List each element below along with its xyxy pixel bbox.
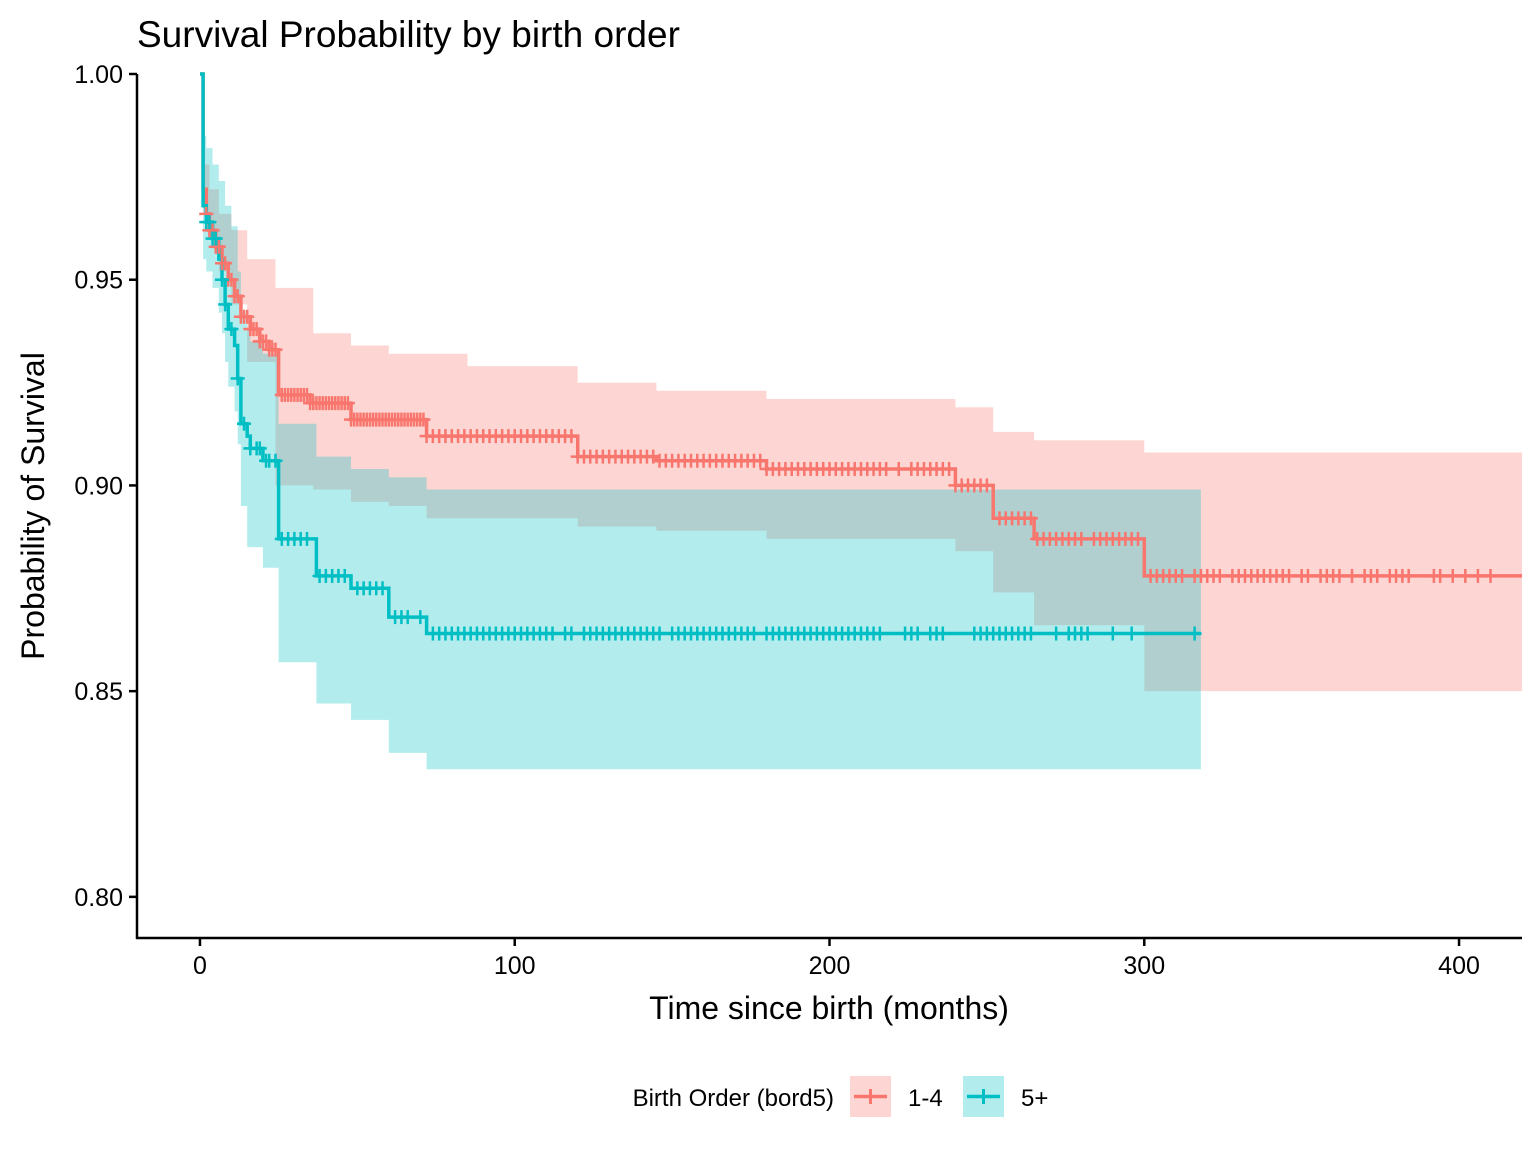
series-1-censor-mark [218,256,233,271]
series-1-censor-mark [1130,531,1145,546]
series-1-censor-mark [1483,568,1498,583]
series-2-censor-mark [224,322,239,337]
legend-label-1: 1-4 [908,1085,943,1112]
series-2-censor-mark [545,626,560,641]
series-2-censor-mark [1049,626,1064,641]
series-1-censor-mark [1433,568,1448,583]
series-2-censor-mark [1023,626,1038,641]
series-1-censor-mark [1445,568,1460,583]
x-axis-ticks: 0 100 200 300 400 [193,938,1480,980]
series-2-censor-mark [935,626,950,641]
series-2-confidence-band [200,74,1201,770]
series-1-censor-mark [1212,568,1227,583]
series-1-censor-mark [211,239,226,254]
series-1-censor-mark [1300,568,1315,583]
series-1-censor-mark [268,342,283,357]
series-2-censor-mark [252,441,267,456]
series-2-censor-mark [1124,626,1139,641]
series-2-censor-mark [208,231,223,246]
series-1-censor-mark [249,322,264,337]
series-1-censor-mark [299,387,314,402]
x-tick-label: 400 [1438,952,1480,980]
series-2-censor-mark [375,581,390,596]
y-tick-label: 0.80 [74,884,123,912]
series-1-censor-mark [979,478,994,493]
legend-key-1 [850,1076,891,1117]
y-axis-title: Probability of Survival [15,352,51,660]
series-2-censor-mark [413,610,428,625]
series-1-censor-mark [753,453,768,468]
series-2-censor-mark [299,531,314,546]
series-1-censor-mark [1074,531,1089,546]
series-1-censor-mark [1282,568,1297,583]
series-1-censor-mark [942,461,957,476]
series-1-censor-mark [879,461,894,476]
legend-key-2 [963,1076,1004,1117]
y-axis-ticks: 0.80 0.85 0.90 0.95 1.00 [74,61,137,912]
series-2-censor-mark [218,297,233,312]
series-2-censor-mark [1080,626,1095,641]
series-2-censor-mark [268,453,283,468]
series-1-censor-mark [1370,568,1385,583]
series-1-censor-mark [564,429,579,444]
legend-title: Birth Order (bord5) [633,1085,834,1112]
confidence-bands [200,74,1522,770]
series-1-censor-mark [416,412,431,427]
y-tick-label: 0.90 [74,472,123,500]
series-2-censor-mark [400,610,415,625]
series-1-censor-mark [1023,511,1038,526]
y-tick-label: 0.85 [74,678,123,706]
censor-marks [199,206,1498,641]
series-1-censor-mark [230,289,245,304]
y-tick-label: 0.95 [74,267,123,295]
series-2-censor-mark [746,626,761,641]
series-1-censor-mark [1175,568,1190,583]
series-2-censor-mark [237,416,252,431]
series-2-censor-mark [337,568,352,583]
series-2-censor-mark [214,272,229,287]
series-1-censor-mark [1401,568,1416,583]
series-2-censor-mark [202,215,217,230]
series-1-censor-mark [240,309,255,324]
series-2-censor-mark [652,626,667,641]
series-1-censor-mark [1345,568,1360,583]
x-tick-label: 0 [193,952,207,980]
legend: Birth Order (bord5) 1-4 5+ [633,1076,1048,1117]
x-tick-label: 200 [809,952,851,980]
chart-title: Survival Probability by birth order [137,14,680,55]
series-2-censor-mark [872,626,887,641]
series-2-censor-mark [1105,626,1120,641]
x-tick-label: 300 [1123,952,1165,980]
series-1-censor-mark [259,334,274,349]
legend-label-2: 5+ [1021,1085,1048,1112]
series-1-censor-mark [891,461,906,476]
y-tick-label: 1.00 [74,61,123,89]
series-1-censor-mark [340,396,355,411]
series-2-censor-mark [564,626,579,641]
series-1-censor-mark [1458,568,1473,583]
x-axis-title: Time since birth (months) [649,990,1009,1026]
series-2-censor-mark [910,626,925,641]
series-1-censor-mark [1470,568,1485,583]
x-tick-label: 100 [494,952,536,980]
series-1-confidence-band [200,74,1522,692]
series-2-censor-mark [1187,626,1202,641]
series-1-censor-mark [1332,568,1347,583]
series-2-censor-mark [230,371,245,386]
